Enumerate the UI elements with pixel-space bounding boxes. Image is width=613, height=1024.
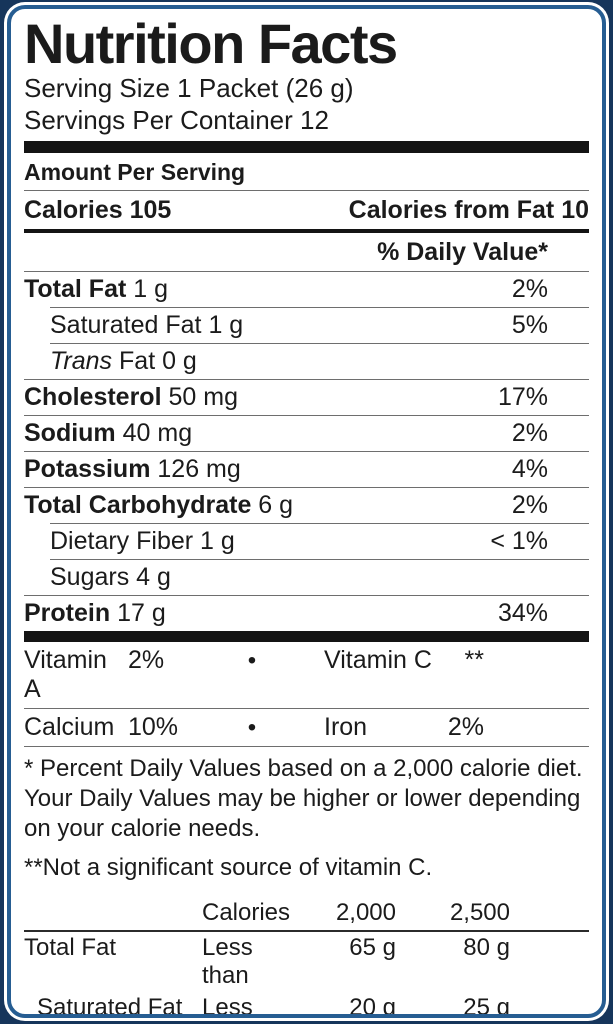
vitamin-value: 2% bbox=[447, 713, 484, 742]
reference-table: Calories 2,000 2,500 Total Fat Less than… bbox=[24, 897, 589, 1018]
col-header-2500: 2,500 bbox=[449, 899, 510, 927]
nutrient-row-total-carbohydrate: Total Carbohydrate 6 g 2% bbox=[24, 487, 589, 523]
daily-values-footnote: * Percent Daily Values based on a 2,000 … bbox=[24, 755, 583, 843]
daily-value: 17% bbox=[497, 383, 548, 412]
col-header-calories: Calories bbox=[202, 899, 291, 927]
nutrient-row-protein: Protein 17 g 34% bbox=[24, 595, 589, 631]
table-row-total-fat: Total Fat Less than 65 g 80 g bbox=[24, 934, 510, 990]
reference-table-header: Calories 2,000 2,500 bbox=[24, 897, 589, 933]
daily-value-header: % Daily Value* bbox=[24, 233, 589, 273]
calories-from-fat: Calories from Fat 10 bbox=[348, 196, 589, 225]
vitamin-value: ** bbox=[464, 646, 484, 675]
vitamin-row-a-c: Vitamin A 2% • Vitamin C ** bbox=[24, 642, 589, 708]
table-row-saturated-fat: Saturated Fat Less than 20 g 25 g bbox=[37, 994, 510, 1018]
vitamin-name: Vitamin A bbox=[24, 646, 107, 704]
section-divider-bar bbox=[24, 141, 589, 154]
vitamin-value: 10% bbox=[128, 713, 179, 742]
section-divider-bar bbox=[24, 631, 589, 643]
vitamins-section: Vitamin A 2% • Vitamin C ** Calcium 10% … bbox=[24, 642, 589, 748]
nutrient-row-potassium: Potassium 126 mg 4% bbox=[24, 451, 589, 487]
daily-value: 5% bbox=[511, 311, 548, 340]
calories-row: Calories 105 Calories from Fat 10 bbox=[24, 191, 589, 234]
amount-per-serving-label: Amount Per Serving bbox=[24, 153, 589, 192]
nutrient-row-sodium: Sodium 40 mg 2% bbox=[24, 415, 589, 451]
bullet-separator: • bbox=[247, 647, 257, 675]
nutrient-row-total-fat: Total Fat 1 g 2% bbox=[24, 275, 548, 304]
daily-value: 2% bbox=[511, 491, 548, 520]
daily-value: 2% bbox=[511, 419, 548, 448]
nutrition-facts-label: Nutrition Facts Serving Size 1 Packet (2… bbox=[7, 5, 606, 1018]
nutrient-row-cholesterol: Cholesterol 50 mg 17% bbox=[24, 379, 589, 415]
nutrient-row-trans-fat: Trans Fat 0 g bbox=[50, 343, 589, 379]
vitamin-name: Iron bbox=[324, 713, 368, 742]
serving-size: Serving Size 1 Packet (26 g) bbox=[24, 73, 354, 104]
servings-per-container: Servings Per Container 12 bbox=[24, 105, 329, 136]
vitamin-name: Vitamin C bbox=[324, 646, 432, 675]
daily-value: < 1% bbox=[490, 527, 548, 556]
vitamin-name: Calcium bbox=[24, 713, 115, 742]
daily-value: 34% bbox=[497, 599, 548, 628]
nutrient-row-dietary-fiber: Dietary Fiber 1 g < 1% bbox=[50, 523, 589, 559]
vitamin-value: 2% bbox=[128, 646, 165, 675]
nutrient-row-sugars: Sugars 4 g bbox=[50, 559, 589, 595]
daily-value: 4% bbox=[511, 455, 548, 484]
nutrient-row-saturated-fat: Saturated Fat 1 g 5% bbox=[50, 307, 589, 343]
page-title: Nutrition Facts bbox=[24, 12, 398, 75]
vitamin-row-calcium-iron: Calcium 10% • Iron 2% bbox=[24, 708, 589, 746]
calories-value: Calories 105 bbox=[24, 196, 172, 225]
bullet-separator: • bbox=[247, 714, 257, 742]
vitamin-c-footnote: **Not a significant source of vitamin C. bbox=[24, 854, 433, 882]
daily-value: 2% bbox=[511, 275, 548, 304]
col-header-2000: 2,000 bbox=[335, 899, 396, 927]
